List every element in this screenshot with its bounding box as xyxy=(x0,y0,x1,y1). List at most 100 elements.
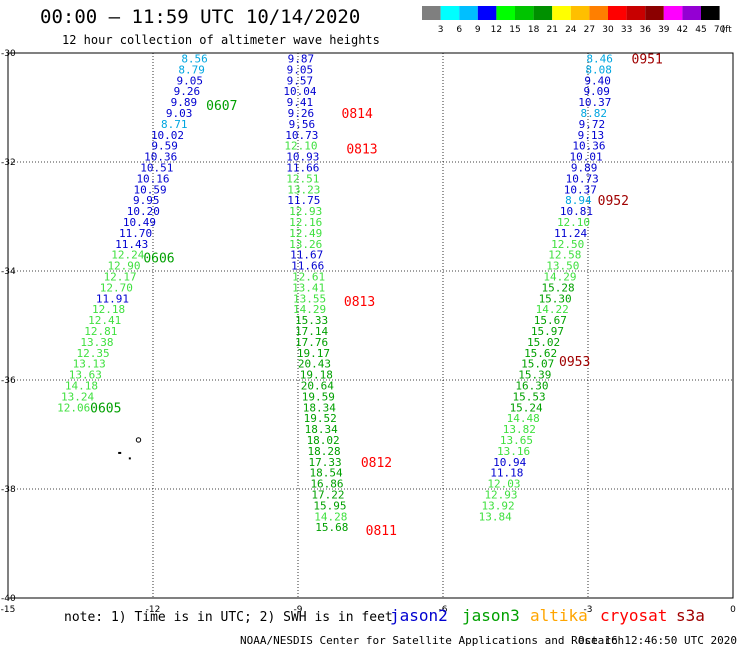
wave-height-value: 14.29 xyxy=(543,270,576,283)
legend-label: 27 xyxy=(584,25,595,35)
legend-swatch xyxy=(440,6,460,20)
legend-unit: (ft) xyxy=(722,25,732,35)
island-marks xyxy=(118,437,142,460)
lon-tick-label: -3 xyxy=(584,605,593,615)
wave-height-value: 9.13 xyxy=(578,129,605,142)
wave-height-value: 18.34 xyxy=(305,423,338,436)
wave-height-value: 8.08 xyxy=(585,63,612,76)
lat-tick-label: -32 xyxy=(1,158,16,168)
wave-height-value: 18.34 xyxy=(303,401,336,414)
wave-height-value: 9.59 xyxy=(151,140,178,153)
lon-tick-label: -9 xyxy=(294,605,303,615)
pass-time-label: 0953 xyxy=(559,355,590,370)
map-title: 00:00 – 11:59 UTC 10/14/2020 xyxy=(40,6,361,28)
wave-height-value: 8.94 xyxy=(565,194,592,207)
wave-height-value: 12.10 xyxy=(557,216,590,229)
wave-height-value: 18.02 xyxy=(307,434,340,447)
satellite-jason3-label: jason3 xyxy=(462,606,520,625)
wave-height-value: 10.02 xyxy=(151,129,184,142)
wave-height-value: 11.75 xyxy=(287,194,320,207)
wave-height-value: 10.59 xyxy=(134,183,167,196)
lon-tick-label: -15 xyxy=(1,605,16,615)
wave-height-value: 8.71 xyxy=(161,118,188,131)
legend-label: 45 xyxy=(695,25,706,35)
wave-height-value: 19.17 xyxy=(297,347,330,360)
pass-time-label: 0952 xyxy=(598,194,629,209)
wave-height-value: 18.28 xyxy=(308,445,341,458)
wave-height-value: 17.76 xyxy=(295,336,328,349)
generation-timestamp: Oct 16 12:46:50 UTC 2020 xyxy=(578,634,737,647)
wave-height-value: 9.09 xyxy=(583,85,610,98)
map-subtitle: 12 hour collection of altimeter wave hei… xyxy=(62,33,380,47)
legend-swatch xyxy=(422,6,441,20)
wave-height-value: 14.22 xyxy=(536,303,569,316)
wave-height-value: 9.05 xyxy=(287,63,314,76)
legend-label: 12 xyxy=(491,25,502,35)
wave-height-value: 15.24 xyxy=(510,401,543,414)
legend-swatch xyxy=(682,6,701,20)
wave-height-value: 13.38 xyxy=(80,336,113,349)
legend-swatch xyxy=(663,6,683,20)
lon-tick-label: -12 xyxy=(146,605,161,615)
wave-height-value: 12.93 xyxy=(289,205,322,218)
wave-height-value: 17.33 xyxy=(309,456,342,469)
pass-time-label: 0606 xyxy=(143,251,174,266)
legend-swatch xyxy=(459,6,478,20)
wave-height-value: 13.16 xyxy=(497,445,530,458)
wave-height-value: 10.37 xyxy=(578,96,611,109)
satellite-s3a-label: s3a xyxy=(676,606,705,625)
wave-height-value: 15.33 xyxy=(295,314,328,327)
wave-height-value: 9.26 xyxy=(174,85,201,98)
wave-height-value: 12.58 xyxy=(548,249,581,262)
wave-height-value: 11.70 xyxy=(119,227,152,240)
wave-height-value: 14.18 xyxy=(65,379,98,392)
legend-label: 15 xyxy=(509,25,520,35)
wave-height-value: 9.95 xyxy=(133,194,160,207)
wave-height-value: 13.26 xyxy=(289,238,322,251)
legend-swatch xyxy=(589,6,608,20)
wave-height-value: 9.26 xyxy=(288,107,315,120)
satellite-cryosat-label: cryosat xyxy=(600,606,668,625)
pass-time-label: 0811 xyxy=(366,524,397,539)
pass-time-label: 0607 xyxy=(206,99,237,114)
legend-swatch xyxy=(701,6,720,20)
legend-swatch xyxy=(626,6,646,20)
wave-height-value: 8.56 xyxy=(181,52,208,65)
footer-note: note: 1) Time is in UTC; 2) SWH is in fe… xyxy=(64,610,393,625)
wave-height-value: 15.68 xyxy=(315,521,348,534)
legend-label: 36 xyxy=(639,25,651,35)
pass-time-label: 0605 xyxy=(90,401,121,416)
wave-height-value: 19.52 xyxy=(304,412,337,425)
legend-swatch xyxy=(477,6,497,20)
wave-height-value: 13.63 xyxy=(69,369,102,382)
wave-height-value: 13.41 xyxy=(292,281,325,294)
lat-tick-label: -40 xyxy=(1,594,16,604)
wave-height-value: 15.95 xyxy=(313,499,346,512)
legend-swatch xyxy=(570,6,590,20)
lat-tick-label: -34 xyxy=(1,267,16,277)
wave-height-value: 15.53 xyxy=(512,390,545,403)
wave-height-value: 14.28 xyxy=(314,510,347,523)
wave-height-value: 10.73 xyxy=(566,172,599,185)
wave-height-value: 12.50 xyxy=(551,238,584,251)
wave-height-value: 13.23 xyxy=(287,183,320,196)
wave-height-value: 15.07 xyxy=(521,358,554,371)
wave-height-value: 9.03 xyxy=(166,107,193,120)
satellite-altika-label: altika xyxy=(530,606,588,625)
wave-height-value: 17.22 xyxy=(311,488,344,501)
wave-height-value: 18.54 xyxy=(309,467,342,480)
pass-time-label: 0814 xyxy=(342,107,373,122)
wave-height-value: 15.67 xyxy=(534,314,567,327)
wave-height-value: 12.90 xyxy=(107,260,140,273)
legend-label: 70 xyxy=(714,25,726,35)
lat-tick-label: -38 xyxy=(1,485,16,495)
wave-height-value: 13.82 xyxy=(503,423,536,436)
wave-height-value: 8.79 xyxy=(178,63,205,76)
wave-height-value: 13.84 xyxy=(479,510,512,523)
wave-height-value: 9.87 xyxy=(288,52,315,65)
wave-height-value: 15.97 xyxy=(531,325,564,338)
wave-height-value: 15.62 xyxy=(524,347,557,360)
wave-height-value: 12.17 xyxy=(104,270,137,283)
map-frame xyxy=(7,52,734,599)
